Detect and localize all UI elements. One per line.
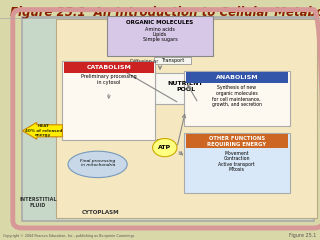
FancyBboxPatch shape — [154, 57, 191, 64]
Text: NUTRIENT
POOL: NUTRIENT POOL — [168, 81, 204, 92]
Text: Figure 25.1: Figure 25.1 — [289, 233, 317, 238]
Text: Movement: Movement — [225, 151, 249, 156]
FancyBboxPatch shape — [184, 133, 290, 193]
Text: HEAT
40% of released
energy: HEAT 40% of released energy — [25, 124, 62, 137]
Text: CYTOPLASM: CYTOPLASM — [82, 210, 120, 215]
Text: Active transport: Active transport — [219, 162, 255, 167]
Text: Amino acids: Amino acids — [145, 27, 175, 32]
Text: Transport: Transport — [161, 58, 184, 63]
FancyBboxPatch shape — [107, 16, 213, 56]
Text: Copyright © 2004 Pearson Education, Inc., publishing as Benjamin Cummings: Copyright © 2004 Pearson Education, Inc.… — [3, 234, 134, 238]
Text: Figure 25.1  An Introduction to Cellular Metabolism: Figure 25.1 An Introduction to Cellular … — [10, 6, 320, 19]
Text: Synthesis of new
organic molecules
for cell maintenance,
growth, and secretion: Synthesis of new organic molecules for c… — [212, 85, 262, 107]
FancyBboxPatch shape — [155, 73, 216, 104]
Text: ATP: ATP — [158, 145, 172, 150]
Text: Simple sugars: Simple sugars — [143, 37, 177, 42]
FancyBboxPatch shape — [186, 72, 288, 83]
Ellipse shape — [68, 151, 127, 178]
FancyBboxPatch shape — [62, 61, 155, 140]
Text: ORGANIC MOLECULES: ORGANIC MOLECULES — [126, 20, 194, 25]
Text: Mitosis: Mitosis — [229, 167, 245, 172]
FancyBboxPatch shape — [64, 62, 154, 73]
Text: Diffusion or: Diffusion or — [130, 59, 158, 64]
Text: ANABOLISM: ANABOLISM — [215, 75, 258, 80]
FancyBboxPatch shape — [56, 19, 317, 218]
Text: CATABOLISM: CATABOLISM — [86, 65, 131, 70]
Polygon shape — [22, 122, 62, 139]
Text: 40%: 40% — [156, 139, 167, 144]
FancyBboxPatch shape — [184, 71, 290, 126]
Circle shape — [153, 138, 177, 157]
Text: Preliminary processing
in cytosol: Preliminary processing in cytosol — [81, 74, 137, 85]
FancyBboxPatch shape — [22, 17, 314, 221]
Text: Lipids: Lipids — [153, 32, 167, 37]
Text: Final processing
in mitochondria: Final processing in mitochondria — [80, 159, 115, 168]
Text: OTHER FUNCTIONS
REQUIRING ENERGY: OTHER FUNCTIONS REQUIRING ENERGY — [207, 136, 266, 146]
FancyBboxPatch shape — [186, 134, 288, 148]
Text: INTERSTITIAL
FLUID: INTERSTITIAL FLUID — [19, 197, 57, 208]
Text: Contraction: Contraction — [224, 156, 250, 162]
